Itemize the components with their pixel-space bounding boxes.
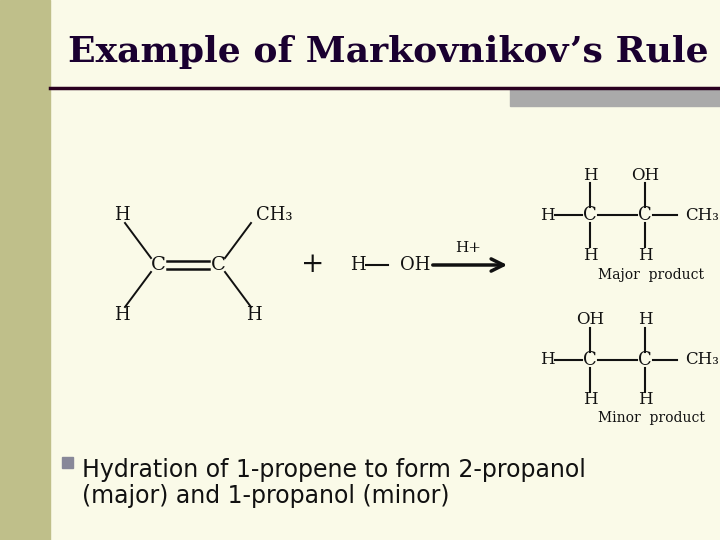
Text: H: H xyxy=(638,312,652,328)
Text: H: H xyxy=(114,206,130,224)
Text: CH₃: CH₃ xyxy=(685,206,719,224)
Text: H: H xyxy=(114,306,130,324)
Text: OH: OH xyxy=(631,166,659,184)
Text: C: C xyxy=(150,256,166,274)
Text: C: C xyxy=(583,206,597,224)
Text: (major) and 1-propanol (minor): (major) and 1-propanol (minor) xyxy=(82,484,449,508)
Text: C: C xyxy=(638,206,652,224)
Text: OH: OH xyxy=(576,312,604,328)
Text: H: H xyxy=(582,166,598,184)
Text: H: H xyxy=(540,206,554,224)
Text: H: H xyxy=(540,352,554,368)
Bar xyxy=(0,0,50,540)
Text: Example of Markovnikov’s Rule: Example of Markovnikov’s Rule xyxy=(68,35,708,69)
Text: OH: OH xyxy=(400,256,431,274)
Text: C: C xyxy=(638,351,652,369)
Text: C: C xyxy=(583,351,597,369)
Text: +: + xyxy=(301,252,325,279)
Bar xyxy=(510,88,720,106)
Bar xyxy=(62,457,73,468)
Text: Hydration of 1-propene to form 2-propanol: Hydration of 1-propene to form 2-propano… xyxy=(82,458,586,482)
Text: H: H xyxy=(350,256,366,274)
Text: Minor  product: Minor product xyxy=(598,411,705,425)
Text: H: H xyxy=(582,246,598,264)
Text: H: H xyxy=(638,392,652,408)
Text: H: H xyxy=(246,306,262,324)
Text: H: H xyxy=(582,392,598,408)
Text: CH₃: CH₃ xyxy=(256,206,292,224)
Text: C: C xyxy=(210,256,225,274)
Text: H: H xyxy=(638,246,652,264)
Text: CH₃: CH₃ xyxy=(685,352,719,368)
Text: H+: H+ xyxy=(455,241,481,255)
Text: Major  product: Major product xyxy=(598,268,704,282)
